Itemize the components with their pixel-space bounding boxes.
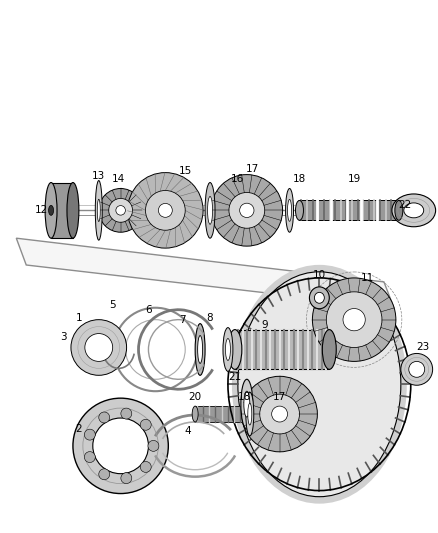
Circle shape <box>93 418 148 474</box>
Text: 14: 14 <box>112 174 125 183</box>
Text: 4: 4 <box>185 426 191 436</box>
Ellipse shape <box>97 199 100 222</box>
Circle shape <box>127 173 203 248</box>
Circle shape <box>242 376 318 452</box>
Circle shape <box>99 469 110 480</box>
Circle shape <box>73 398 168 494</box>
Text: 7: 7 <box>179 314 186 325</box>
Circle shape <box>121 473 132 483</box>
Text: 17: 17 <box>246 164 259 174</box>
Text: 3: 3 <box>60 332 66 342</box>
Ellipse shape <box>404 203 424 218</box>
Ellipse shape <box>195 324 205 375</box>
Ellipse shape <box>248 403 252 425</box>
Text: 23: 23 <box>416 343 429 352</box>
Text: 22: 22 <box>398 200 411 211</box>
Ellipse shape <box>226 338 230 360</box>
Ellipse shape <box>246 392 254 436</box>
Text: 10: 10 <box>313 270 326 280</box>
Circle shape <box>71 320 127 375</box>
Text: 9: 9 <box>261 320 268 329</box>
Polygon shape <box>16 238 394 308</box>
Circle shape <box>343 309 365 331</box>
Ellipse shape <box>67 182 79 238</box>
Text: 17: 17 <box>273 392 286 402</box>
Ellipse shape <box>296 200 304 220</box>
Ellipse shape <box>286 189 293 232</box>
Circle shape <box>99 412 110 423</box>
Circle shape <box>401 353 433 385</box>
Ellipse shape <box>392 194 436 227</box>
Circle shape <box>140 419 151 430</box>
Circle shape <box>260 394 300 434</box>
Circle shape <box>409 361 425 377</box>
Text: 18: 18 <box>238 392 251 402</box>
Ellipse shape <box>228 329 242 369</box>
Circle shape <box>148 440 159 451</box>
Circle shape <box>145 190 185 230</box>
Text: 2: 2 <box>76 424 82 434</box>
Ellipse shape <box>208 197 212 224</box>
Text: 12: 12 <box>35 205 48 215</box>
Circle shape <box>140 462 151 472</box>
Ellipse shape <box>244 391 250 417</box>
Circle shape <box>85 429 95 440</box>
Text: 19: 19 <box>347 174 361 183</box>
Ellipse shape <box>205 182 215 238</box>
Circle shape <box>121 408 132 419</box>
Ellipse shape <box>49 205 53 215</box>
Ellipse shape <box>288 199 292 221</box>
Bar <box>51 182 73 238</box>
Text: 5: 5 <box>110 300 116 310</box>
Ellipse shape <box>192 406 198 422</box>
Text: 16: 16 <box>231 174 244 183</box>
Text: 11: 11 <box>360 273 374 283</box>
Ellipse shape <box>395 200 403 220</box>
Ellipse shape <box>95 181 102 240</box>
Circle shape <box>99 189 142 232</box>
Bar <box>235 329 329 369</box>
Circle shape <box>229 192 265 228</box>
Text: 21: 21 <box>228 372 241 382</box>
Text: 13: 13 <box>92 171 106 181</box>
Ellipse shape <box>238 272 401 497</box>
Text: 18: 18 <box>293 174 306 183</box>
Ellipse shape <box>223 328 233 372</box>
Text: 20: 20 <box>189 392 202 402</box>
Ellipse shape <box>198 336 203 364</box>
Circle shape <box>312 278 396 361</box>
Text: 1: 1 <box>76 313 82 322</box>
Ellipse shape <box>322 329 336 369</box>
Circle shape <box>272 406 288 422</box>
Bar <box>300 200 399 220</box>
Circle shape <box>326 292 382 348</box>
Text: 6: 6 <box>145 305 152 314</box>
Circle shape <box>159 204 172 217</box>
Ellipse shape <box>309 287 329 309</box>
Ellipse shape <box>45 182 57 238</box>
Circle shape <box>109 198 133 222</box>
Bar <box>195 406 242 422</box>
Ellipse shape <box>241 379 253 429</box>
Ellipse shape <box>314 292 324 303</box>
Text: 8: 8 <box>207 313 213 322</box>
Circle shape <box>116 206 125 215</box>
Ellipse shape <box>232 265 407 504</box>
Circle shape <box>240 203 254 217</box>
Circle shape <box>85 334 113 361</box>
Text: 15: 15 <box>179 166 192 175</box>
Circle shape <box>211 175 283 246</box>
Circle shape <box>85 451 95 463</box>
